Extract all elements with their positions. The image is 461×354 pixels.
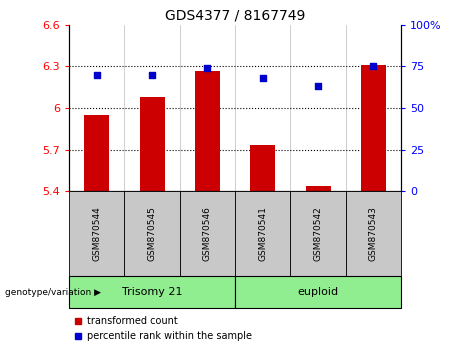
Text: GSM870546: GSM870546 — [203, 206, 212, 261]
Bar — [69, 276, 235, 308]
Bar — [235, 276, 401, 308]
Bar — [346, 191, 401, 276]
Bar — [250, 145, 275, 191]
Text: Trisomy 21: Trisomy 21 — [122, 287, 183, 297]
Point — [204, 65, 211, 71]
Text: genotype/variation ▶: genotype/variation ▶ — [5, 287, 100, 297]
Title: GDS4377 / 8167749: GDS4377 / 8167749 — [165, 8, 305, 22]
Bar — [84, 115, 109, 191]
Bar — [124, 191, 180, 276]
Text: GSM870545: GSM870545 — [148, 206, 157, 261]
Legend: transformed count, percentile rank within the sample: transformed count, percentile rank withi… — [74, 316, 252, 341]
Bar — [140, 97, 165, 191]
Bar — [235, 191, 290, 276]
Bar — [69, 191, 124, 276]
Bar — [290, 191, 346, 276]
Point — [370, 63, 377, 69]
Bar — [361, 65, 386, 191]
Text: GSM870543: GSM870543 — [369, 206, 378, 261]
Text: GSM870544: GSM870544 — [92, 206, 101, 261]
Text: GSM870541: GSM870541 — [258, 206, 267, 261]
Point — [148, 72, 156, 78]
Point — [259, 75, 266, 81]
Bar — [306, 185, 331, 191]
Text: euploid: euploid — [297, 287, 339, 297]
Bar — [195, 70, 220, 191]
Point — [93, 72, 100, 78]
Text: GSM870542: GSM870542 — [313, 206, 323, 261]
Point — [314, 84, 322, 89]
Bar — [180, 191, 235, 276]
